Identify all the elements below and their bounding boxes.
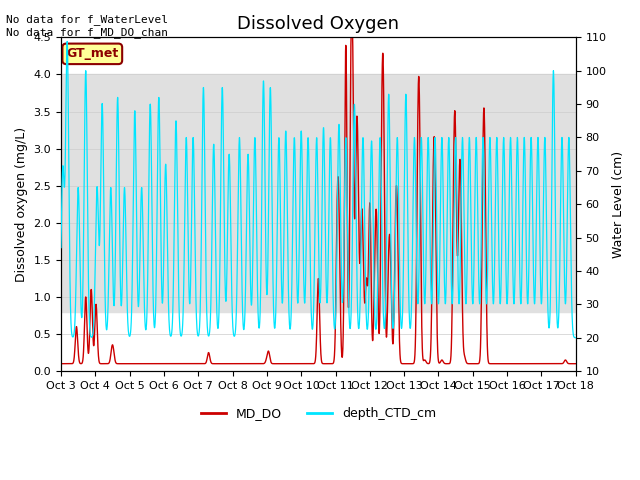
Title: Dissolved Oxygen: Dissolved Oxygen [237, 15, 399, 33]
Y-axis label: Dissolved oxygen (mg/L): Dissolved oxygen (mg/L) [15, 127, 28, 282]
Text: GT_met: GT_met [66, 48, 118, 60]
Bar [61, 74, 576, 312]
Legend: MD_DO, depth_CTD_cm: MD_DO, depth_CTD_cm [196, 402, 441, 425]
Text: No data for f_WaterLevel
No data for f_MD_DO_chan: No data for f_WaterLevel No data for f_M… [6, 14, 168, 38]
Y-axis label: Water Level (cm): Water Level (cm) [612, 151, 625, 258]
